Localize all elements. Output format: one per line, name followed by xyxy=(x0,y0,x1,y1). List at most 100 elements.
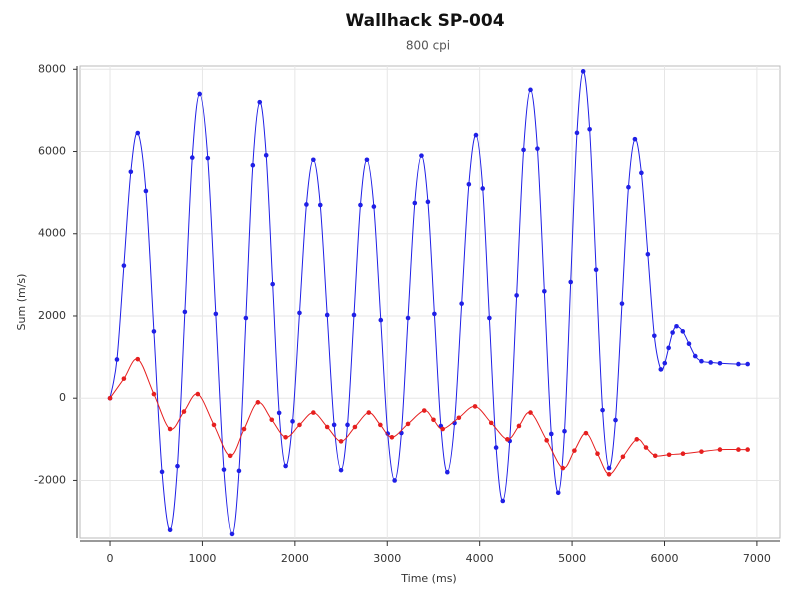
data-point xyxy=(645,252,651,257)
x-tick-label: 0 xyxy=(107,552,114,565)
data-point xyxy=(440,426,446,432)
data-point xyxy=(634,437,640,442)
data-point xyxy=(181,409,187,414)
data-point xyxy=(143,188,149,194)
data-point xyxy=(692,353,698,359)
data-point xyxy=(331,422,337,428)
data-point xyxy=(352,424,358,430)
data-point xyxy=(229,531,235,537)
x-tick-label: 1000 xyxy=(188,552,216,565)
data-point xyxy=(445,469,450,475)
data-point xyxy=(317,202,323,208)
data-point xyxy=(276,410,282,416)
data-point xyxy=(500,498,506,504)
data-point xyxy=(505,437,510,442)
x-axis-label: Time (ms) xyxy=(400,572,456,585)
data-point xyxy=(167,527,173,533)
data-point xyxy=(528,87,533,93)
data-point xyxy=(283,434,288,440)
data-point xyxy=(378,317,384,323)
data-point xyxy=(159,469,165,475)
data-point xyxy=(745,361,750,367)
data-point xyxy=(211,422,217,428)
data-point xyxy=(151,391,157,397)
data-point xyxy=(412,200,418,206)
data-point xyxy=(405,315,411,321)
data-point xyxy=(311,157,316,163)
data-point xyxy=(466,181,472,187)
y-tick-label: 2000 xyxy=(38,309,66,322)
data-point xyxy=(432,311,437,317)
data-point xyxy=(535,146,540,151)
data-point xyxy=(345,422,350,428)
y-tick-label: 0 xyxy=(59,391,66,404)
data-point xyxy=(263,153,269,158)
data-point xyxy=(488,420,494,426)
y-axis-label: Sum (m/s) xyxy=(15,274,28,331)
data-point xyxy=(425,199,431,205)
data-point xyxy=(421,408,427,413)
data-point xyxy=(324,424,330,430)
data-point xyxy=(574,130,580,136)
data-point xyxy=(562,428,567,434)
data-point xyxy=(378,422,383,428)
data-point xyxy=(583,430,589,436)
data-point xyxy=(600,407,605,413)
data-point xyxy=(151,329,157,334)
data-point xyxy=(297,422,302,428)
x-tick-label: 5000 xyxy=(558,552,586,565)
data-point xyxy=(555,490,561,496)
data-point xyxy=(487,315,492,321)
data-point xyxy=(175,463,180,469)
data-point xyxy=(680,451,686,457)
data-point xyxy=(480,186,486,191)
data-point xyxy=(670,330,675,335)
data-point xyxy=(717,447,723,452)
data-point xyxy=(371,204,377,209)
data-point xyxy=(572,448,577,453)
data-point xyxy=(643,445,649,450)
data-point xyxy=(619,301,625,306)
data-point xyxy=(606,471,612,477)
data-point xyxy=(548,431,554,437)
data-point xyxy=(366,410,372,415)
data-point xyxy=(593,267,599,273)
data-point xyxy=(167,426,173,432)
data-point xyxy=(686,341,692,347)
data-point xyxy=(680,329,686,334)
data-point xyxy=(304,202,309,207)
data-point xyxy=(699,358,704,364)
data-point xyxy=(652,453,658,459)
data-point xyxy=(236,468,242,474)
data-point xyxy=(255,400,261,405)
data-point xyxy=(639,170,644,176)
y-tick-label: -2000 xyxy=(34,473,66,486)
data-point xyxy=(652,333,657,339)
data-point xyxy=(283,463,288,469)
data-point xyxy=(620,454,626,460)
data-point xyxy=(456,415,462,421)
data-point xyxy=(297,310,302,316)
data-point xyxy=(392,478,397,483)
data-point xyxy=(544,438,549,443)
data-point xyxy=(205,155,211,161)
x-tick-label: 2000 xyxy=(281,552,309,565)
data-point xyxy=(389,434,395,440)
data-point xyxy=(405,421,411,427)
data-point xyxy=(351,312,357,318)
data-point xyxy=(528,410,533,415)
data-point xyxy=(516,423,522,429)
data-point xyxy=(221,467,227,472)
data-point xyxy=(290,419,295,424)
data-point xyxy=(197,91,202,97)
data-point xyxy=(128,169,134,175)
data-point xyxy=(241,426,247,432)
data-point xyxy=(114,357,120,362)
data-point xyxy=(182,309,188,315)
data-point xyxy=(243,315,249,321)
data-point xyxy=(666,345,671,351)
x-tick-label: 3000 xyxy=(373,552,401,565)
plot-frame xyxy=(79,65,781,539)
